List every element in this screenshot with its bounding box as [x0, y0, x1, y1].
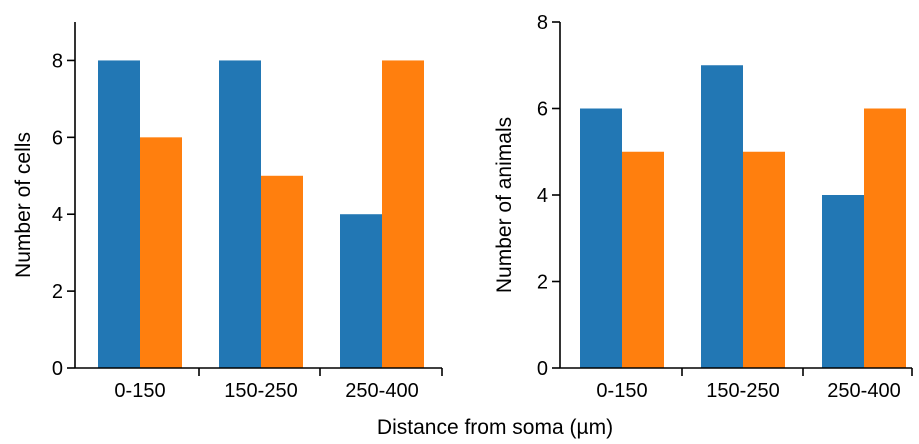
- cells-y-tick-label: 2: [52, 281, 63, 303]
- cells-bar-0-150-series-2: [140, 137, 182, 368]
- animals-bar-150-250-series-2: [743, 151, 785, 368]
- cells-bar-250-400-series-2: [382, 60, 424, 368]
- cells-chart: 0 2 4 6 8 0-150 150-250 250-400 Number of cells: [12, 22, 443, 402]
- cells-x-tick-label: 250-400: [345, 380, 418, 402]
- animals-x-tick-label: 0-150: [596, 380, 647, 402]
- animals-x-tick-label: 150-250: [706, 380, 779, 402]
- animals-y-tick-label: 6: [537, 99, 548, 121]
- cells-y-tick-label: 4: [52, 204, 63, 226]
- animals-bar-250-400-series-1: [822, 195, 864, 368]
- animals-bar-150-250-series-1: [701, 65, 743, 368]
- animals-y-tick-label: 4: [537, 185, 548, 207]
- animals-y-tick-label: 8: [537, 12, 548, 34]
- cells-bar-0-150-series-1: [98, 60, 140, 368]
- cells-y-tick-label: 0: [52, 358, 63, 380]
- animals-y-tick-label: 0: [537, 358, 548, 380]
- cells-bar-150-250-series-2: [261, 175, 303, 368]
- animals-x-tick-label: 250-400: [827, 380, 900, 402]
- animals-y-tick-label: 2: [537, 272, 548, 294]
- animals-bar-0-150-series-2: [622, 151, 664, 368]
- animals-chart: 0 2 4 6 8 0-150 150-250 250-400 Number of animal…: [493, 12, 913, 402]
- cells-x-tick-label: 150-250: [224, 380, 297, 402]
- cells-bar-150-250-series-1: [219, 60, 261, 368]
- cells-bar-250-400-series-1: [340, 214, 382, 368]
- cells-y-tick-label: 6: [52, 127, 63, 149]
- x-axis-label: Distance from soma (µm): [377, 416, 613, 439]
- cells-y-axis-label: Number of cells: [12, 132, 35, 278]
- animals-y-axis-label: Number of animals: [493, 117, 516, 293]
- cells-x-tick-label: 0-150: [114, 380, 165, 402]
- animals-bar-0-150-series-1: [580, 108, 622, 368]
- animals-bar-250-400-series-2: [864, 108, 906, 368]
- cells-y-tick-label: 8: [52, 50, 63, 72]
